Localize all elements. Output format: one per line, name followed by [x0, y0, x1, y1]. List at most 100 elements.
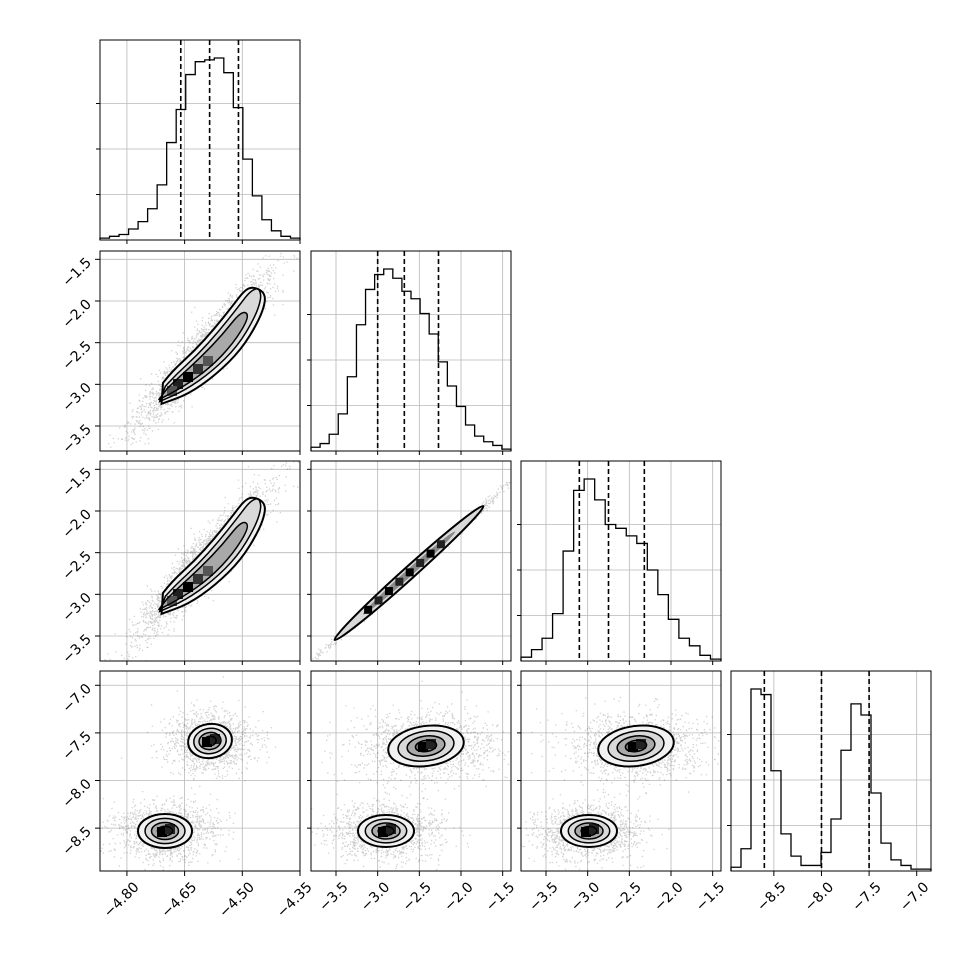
contour-line	[160, 496, 266, 616]
contour-line	[406, 734, 446, 758]
x-tick-label: −4.50	[216, 879, 258, 921]
density-cell	[405, 568, 414, 577]
panel-frame	[99, 460, 301, 662]
x-tick-label: −3.5	[316, 879, 351, 914]
y-tick-label: −3.5	[59, 632, 94, 667]
density-cell	[193, 364, 203, 374]
contour-line	[198, 731, 222, 751]
histogram-panel-3	[727, 670, 932, 872]
contour-line	[371, 822, 401, 840]
panel-frame	[310, 460, 512, 662]
contour-line	[333, 504, 485, 642]
density-cell	[374, 596, 383, 605]
y-tick-label: −1.5	[59, 465, 94, 500]
density-cell	[167, 596, 177, 606]
density-cell	[193, 574, 203, 584]
x-tick-label: −8.5	[754, 879, 789, 914]
density-cell	[203, 356, 213, 366]
density-cell	[628, 742, 638, 752]
density-cell	[636, 739, 646, 749]
contour-line	[414, 739, 438, 753]
density-cell	[386, 824, 396, 834]
contour-line	[597, 724, 675, 768]
y-tick-label: −2.5	[59, 338, 94, 373]
panel-frame	[730, 670, 932, 872]
x-tick-label: −3.5	[526, 879, 561, 914]
contour-line	[616, 734, 656, 758]
contour-line	[567, 818, 611, 844]
scatter-panel-1-0	[100, 251, 300, 451]
density-cell	[364, 605, 373, 614]
histogram-panel-1	[307, 250, 512, 452]
contour-line	[156, 825, 174, 837]
x-tick-label: −2.0	[651, 879, 686, 914]
density-cell	[202, 737, 212, 747]
scatter-panel-2-1	[311, 461, 511, 661]
y-tick-label: −2.5	[59, 548, 94, 583]
contour-line	[158, 288, 262, 403]
y-tick-label: −2.0	[59, 507, 94, 542]
contour-line	[387, 724, 465, 768]
x-tick-label: −7.5	[849, 879, 884, 914]
density-cell	[157, 827, 167, 837]
y-tick-label: −3.5	[59, 422, 94, 457]
density-cell	[436, 540, 445, 549]
scatter-panel-3-2	[521, 671, 721, 871]
y-tick-label: −8.0	[59, 776, 94, 811]
panel-frame	[310, 670, 512, 872]
panel-frame	[520, 460, 722, 662]
density-cell	[581, 827, 591, 837]
contour-line	[574, 822, 604, 840]
density-cell	[426, 739, 436, 749]
x-tick-label: −2.5	[610, 879, 645, 914]
y-tick-label: −8.5	[59, 824, 94, 859]
y-tick-label: −1.5	[59, 255, 94, 290]
y-tick-label: −3.0	[59, 590, 94, 625]
scatter-panel-2-0	[100, 461, 300, 661]
density-cell	[173, 589, 183, 599]
contour-line	[157, 311, 249, 401]
scatter-panel-3-1	[311, 671, 511, 871]
density-cell	[173, 379, 183, 389]
density-fill	[158, 312, 248, 400]
density-cell	[384, 587, 393, 596]
density-cell	[167, 386, 177, 396]
x-tick-label: −1.5	[693, 879, 728, 914]
contour-line	[356, 814, 416, 848]
x-tick-label: −2.5	[400, 879, 435, 914]
density-cell	[165, 824, 175, 834]
contour-line	[158, 498, 262, 613]
panel-frame	[99, 670, 301, 872]
contour-line	[144, 817, 186, 845]
x-tick-label: −3.0	[358, 879, 393, 914]
y-tick-label: −7.5	[59, 728, 94, 763]
x-tick-label: −4.35	[274, 879, 316, 921]
scatter-panel-3-0	[100, 671, 300, 871]
histogram-step-1	[310, 268, 512, 451]
contour-line	[607, 730, 665, 762]
x-tick-label: −8.0	[802, 879, 837, 914]
contour-line	[160, 286, 266, 406]
y-tick-label: −2.0	[59, 297, 94, 332]
histogram-panel-2	[517, 460, 722, 662]
density-cell	[416, 558, 425, 567]
contour-line	[193, 727, 227, 755]
contour-line	[559, 814, 619, 848]
contour-line	[364, 818, 408, 844]
density-cell	[203, 566, 213, 576]
y-tick-label: −3.0	[59, 380, 94, 415]
histogram-step-2	[520, 478, 722, 661]
x-tick-label: −4.65	[159, 879, 201, 921]
density-cell	[589, 824, 599, 834]
density-cell	[183, 372, 193, 382]
density-cell	[378, 827, 388, 837]
density-cell	[418, 742, 428, 752]
scatter-points	[120, 676, 277, 789]
panel-frame	[99, 250, 301, 452]
contour-line	[157, 521, 249, 611]
histogram-panel-0	[96, 39, 301, 241]
panel-frame	[520, 670, 722, 872]
contour-line	[624, 739, 648, 753]
contour-line	[397, 730, 455, 762]
